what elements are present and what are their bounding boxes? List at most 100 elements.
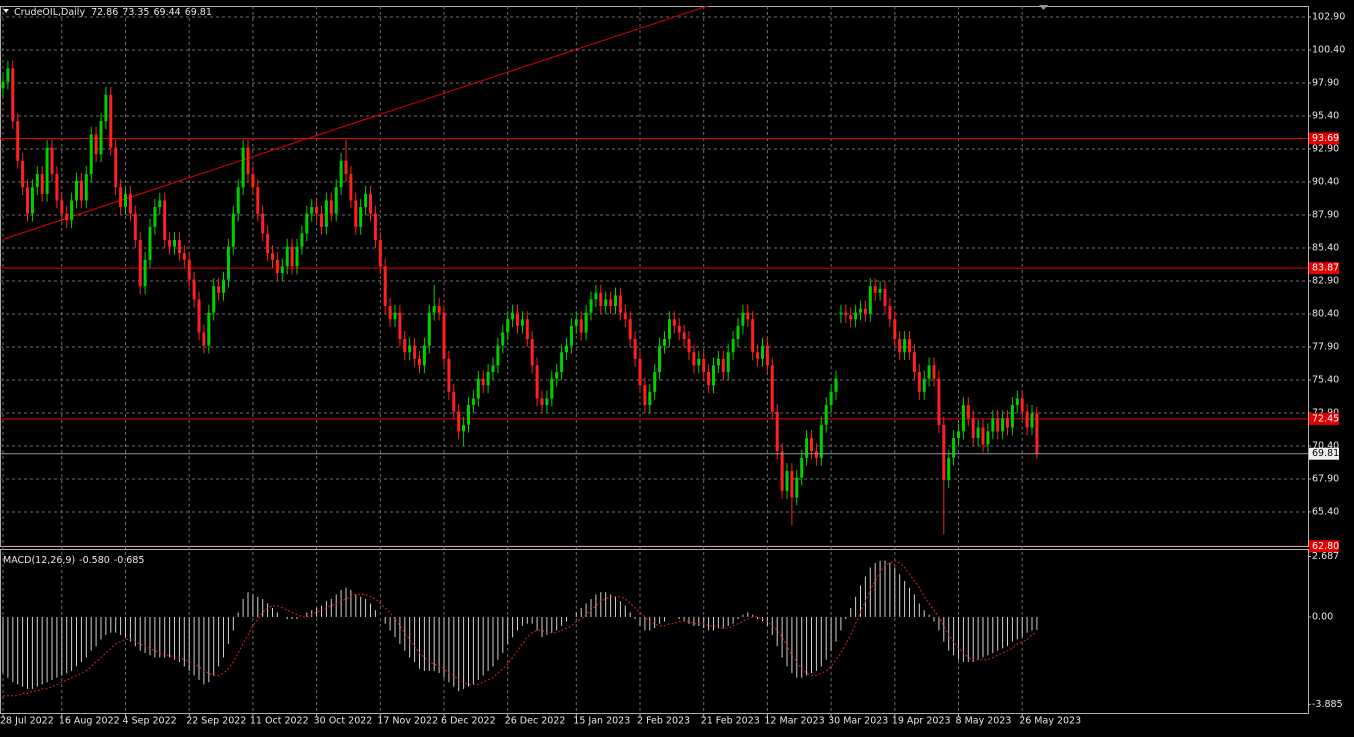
y-tick-label: 80.40 <box>1312 308 1339 319</box>
level-label-box <box>1309 412 1339 425</box>
macd-title: MACD(12,26,9) <box>3 555 75 566</box>
y-tick-label: -3.885 <box>1312 699 1343 710</box>
candle-body <box>996 418 1000 432</box>
close-value: 69.81 <box>185 7 212 18</box>
candle-body <box>114 147 118 188</box>
candle-body <box>16 121 20 161</box>
candle-body <box>516 312 519 326</box>
candle-body <box>119 187 123 208</box>
level-label-box <box>1309 132 1339 145</box>
candle-body <box>476 378 480 399</box>
candle-body <box>192 279 196 300</box>
candle-body <box>511 312 515 320</box>
candle-body <box>746 312 750 320</box>
candle-body <box>687 339 691 353</box>
level-label: 72.45 <box>1312 413 1339 424</box>
candle-body <box>574 319 578 326</box>
candle-body <box>452 391 456 412</box>
candle-body <box>153 207 157 227</box>
candle-body <box>824 405 828 425</box>
candle-body <box>952 438 956 458</box>
candle-body <box>89 134 93 175</box>
candle-body <box>917 372 921 392</box>
candle-body <box>614 295 617 307</box>
candle-body <box>300 233 304 247</box>
candle-body <box>849 315 853 320</box>
candle-body <box>310 207 314 214</box>
candle-body <box>447 358 451 392</box>
candle-body <box>878 288 882 293</box>
candle-body <box>1 81 5 89</box>
candle-body <box>378 240 382 267</box>
candle-body <box>947 457 951 481</box>
candle-body <box>124 193 127 208</box>
candle-body <box>462 424 466 432</box>
candle-body <box>21 160 25 188</box>
candle-body <box>942 424 946 481</box>
candle-body <box>888 306 892 320</box>
candle-body <box>202 332 206 346</box>
candle-body <box>716 358 720 366</box>
candle-body <box>976 427 980 439</box>
x-tick-label: 30 Mar 2023 <box>828 716 888 727</box>
candle-body <box>158 200 162 208</box>
candle-body <box>707 372 711 386</box>
trendline <box>2 6 709 240</box>
candle-body <box>177 240 181 254</box>
candle-body <box>697 358 701 366</box>
candle-body <box>231 213 235 247</box>
x-tick-label: 21 Feb 2023 <box>701 716 760 727</box>
high-value: 73.35 <box>122 7 149 18</box>
candle-body <box>501 332 505 346</box>
candle-body <box>305 213 309 234</box>
candle-body <box>770 365 774 412</box>
candle-body <box>712 365 715 386</box>
candle-body <box>427 312 431 346</box>
candle-body <box>1035 413 1039 454</box>
candle-body <box>863 308 867 314</box>
candle-body <box>40 174 44 194</box>
candle-body <box>702 358 706 373</box>
y-tick-label: 70.40 <box>1312 440 1339 451</box>
candle-body <box>1015 398 1019 406</box>
macd-header: MACD(12,26,9) -0.580 -0.685 <box>3 555 144 566</box>
candle-body <box>163 200 167 241</box>
x-tick-label: 17 Nov 2022 <box>377 716 438 727</box>
candle-body <box>819 424 823 458</box>
candle-body <box>393 312 397 320</box>
candle-body <box>986 431 990 445</box>
signal-line <box>3 560 1038 697</box>
candle-body <box>261 213 265 234</box>
candle-body <box>643 385 647 406</box>
x-tick-label: 6 Dec 2022 <box>441 716 496 727</box>
x-tick-label: 2 Feb 2023 <box>637 716 690 727</box>
candle-body <box>927 365 931 379</box>
candle-body <box>369 193 372 214</box>
candle-body <box>496 345 500 366</box>
candle-body <box>432 306 436 313</box>
candle-body <box>883 288 887 307</box>
candle-body <box>373 213 377 241</box>
y-tick-label: 95.40 <box>1312 110 1339 121</box>
candle-body <box>545 398 549 406</box>
candle-body <box>795 477 799 498</box>
candle-body <box>143 259 147 287</box>
candle-body <box>173 240 176 247</box>
candle-body <box>961 405 965 432</box>
y-tick-label: 0.00 <box>1312 611 1333 622</box>
candle-body <box>437 306 441 313</box>
y-tick-label: 77.90 <box>1312 341 1339 352</box>
x-tick-label: 16 Aug 2022 <box>59 716 120 727</box>
candle-body <box>623 312 627 320</box>
candle-body <box>912 352 916 373</box>
y-tick-label: 82.90 <box>1312 275 1339 286</box>
candle-body <box>266 233 270 254</box>
candle-body <box>256 187 260 214</box>
candle-body <box>280 266 284 274</box>
x-tick-label: 28 Jul 2022 <box>0 716 54 727</box>
current-price-label: 69.81 <box>1312 448 1339 459</box>
x-tick-label: 8 May 2023 <box>956 716 1012 727</box>
candle-body <box>226 246 230 280</box>
candle-body <box>594 292 598 300</box>
